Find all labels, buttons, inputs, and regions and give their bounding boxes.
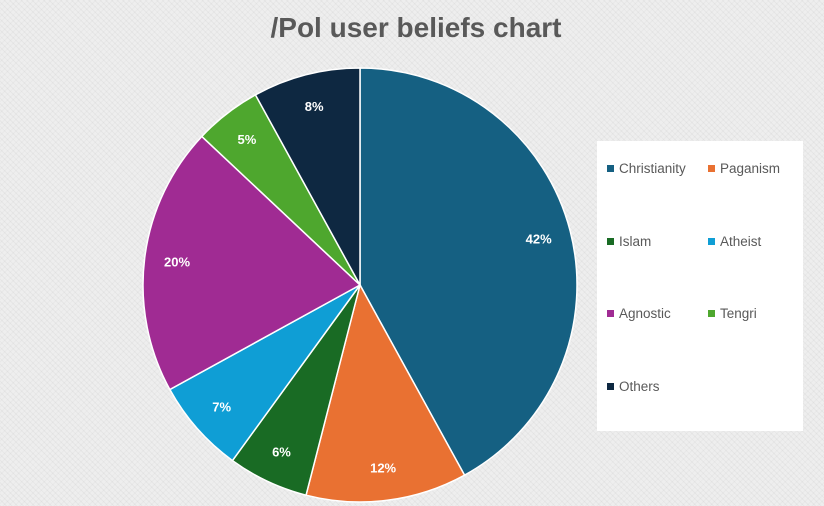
legend-swatch xyxy=(708,238,715,245)
pie-slice-paganism xyxy=(305,282,466,503)
pie-slice-others xyxy=(254,67,361,286)
pie-slice-agnostic xyxy=(142,135,362,391)
data-label-paganism: 12% xyxy=(370,460,396,475)
data-label-christianity: 42% xyxy=(526,232,552,247)
pie-slice-christianity xyxy=(359,67,578,477)
legend-swatch xyxy=(708,165,715,172)
chart-title: /Pol user beliefs chart xyxy=(270,12,562,43)
legend-label: Islam xyxy=(619,234,652,249)
legend-label: Paganism xyxy=(720,161,781,176)
legend: Christianity Paganism Islam Atheist Agnostic… xyxy=(597,141,803,431)
legend-label: Tengri xyxy=(720,306,757,321)
legend-label: Others xyxy=(619,379,660,394)
legend-item-atheist: Atheist xyxy=(708,234,761,249)
legend-swatch xyxy=(607,310,614,317)
data-label-tengri: 5% xyxy=(238,132,257,147)
legend-swatch xyxy=(607,165,614,172)
legend-item-paganism: Paganism xyxy=(708,161,780,176)
legend-item-tengri: Tengri xyxy=(708,306,757,321)
legend-item-agnostic: Agnostic xyxy=(607,306,671,321)
data-label-agnostic: 20% xyxy=(164,254,190,269)
legend-item-others: Others xyxy=(607,379,660,394)
legend-item-christianity: Christianity xyxy=(607,161,686,176)
data-label-atheist: 7% xyxy=(212,399,231,414)
legend-label: Atheist xyxy=(720,234,762,249)
data-label-others: 8% xyxy=(305,99,324,114)
legend-swatch xyxy=(607,383,614,390)
legend-label: Christianity xyxy=(619,161,686,176)
legend-swatch xyxy=(607,238,614,245)
legend-item-islam: Islam xyxy=(607,234,651,249)
legend-swatch xyxy=(708,310,715,317)
legend-label: Agnostic xyxy=(619,306,671,321)
data-label-islam: 6% xyxy=(272,444,291,459)
